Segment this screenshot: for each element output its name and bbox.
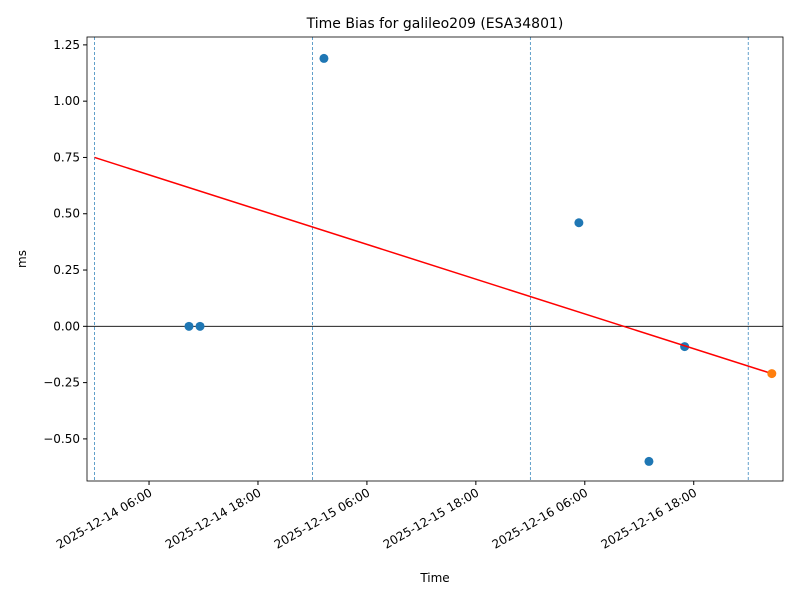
- point: [644, 456, 654, 466]
- point: [184, 321, 194, 331]
- y-tick-label: −0.50: [43, 432, 80, 446]
- x-axis-label: Time: [419, 571, 449, 585]
- chart-title: Time Bias for galileo209 (ESA34801): [306, 16, 564, 32]
- trend-line: [94, 156, 773, 375]
- plot-frame: [86, 36, 784, 482]
- y-tick-label: 0.75: [53, 150, 80, 164]
- point: [195, 321, 205, 331]
- point: [767, 369, 777, 379]
- y-axis-label: ms: [15, 250, 29, 268]
- y-tick-label: 0.25: [53, 263, 80, 277]
- y-tick-label: 0.50: [53, 207, 80, 221]
- y-tick-label: 1.00: [53, 94, 80, 108]
- point: [574, 218, 584, 228]
- y-tick-label: −0.25: [43, 376, 80, 390]
- point: [319, 53, 329, 63]
- y-tick-label: 0.00: [53, 319, 80, 333]
- y-tick-label: 1.25: [53, 38, 80, 52]
